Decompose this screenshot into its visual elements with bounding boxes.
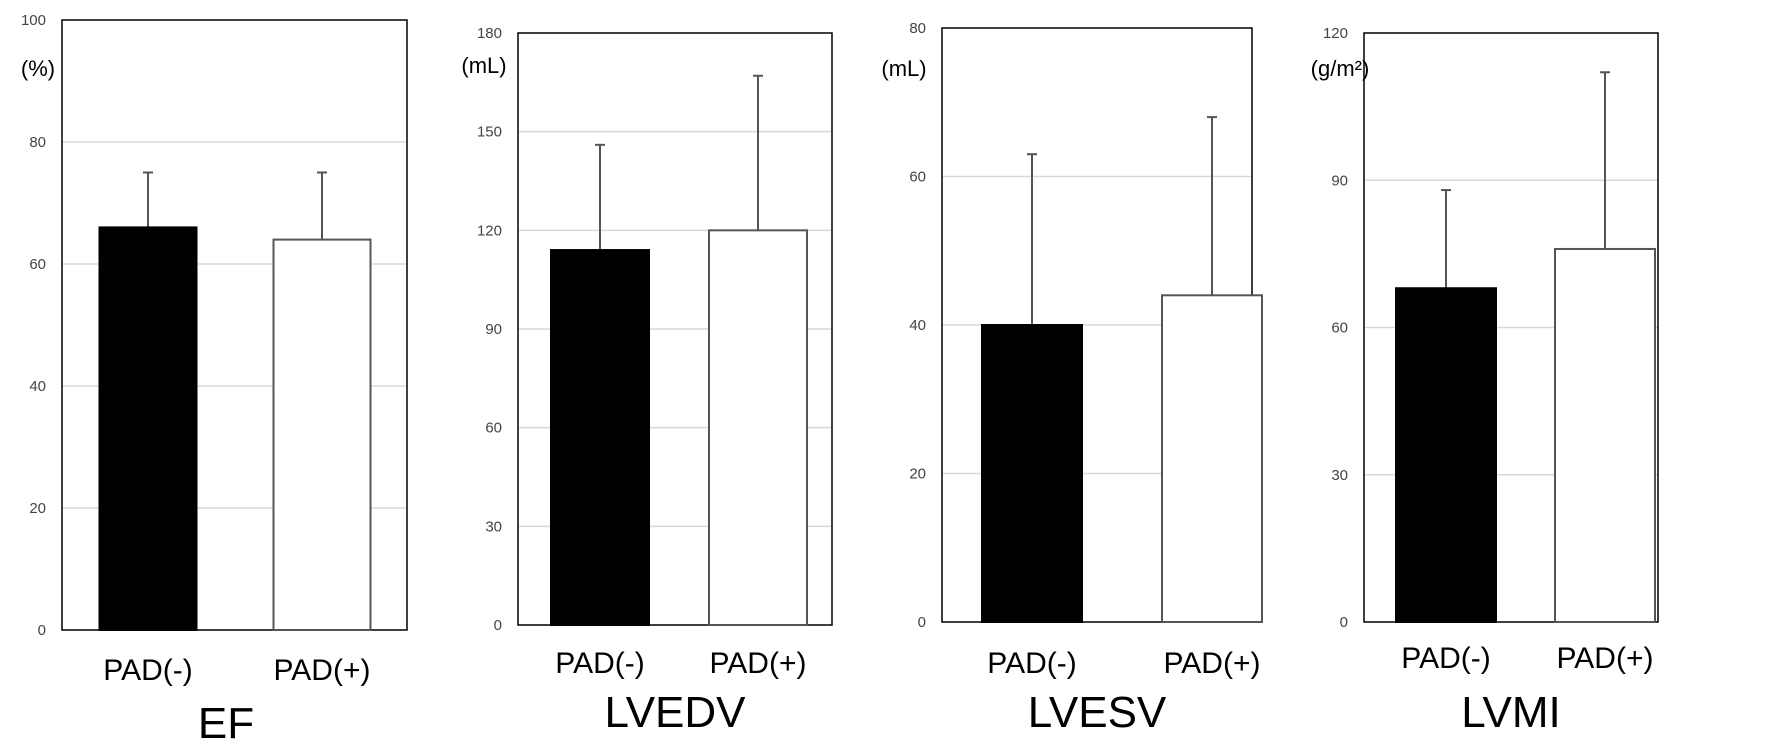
chart-title: EF — [198, 699, 254, 748]
y-tick-label: 60 — [29, 256, 46, 273]
plot-area-frame — [61, 19, 408, 631]
y-tick-label: 60 — [1331, 320, 1348, 337]
y-axis-unit-label: (g/m²) — [1311, 56, 1370, 81]
x-category-label: PAD(-) — [555, 647, 644, 680]
chart-panel-lvmi: 0 30 60 90 120 PAD(-) PAD(+) (g/m²) LVMI — [1311, 25, 1659, 737]
bar-padplus — [272, 238, 372, 631]
y-tick-label: 100 — [21, 12, 46, 29]
chart-title: LVESV — [1028, 688, 1167, 737]
y-tick-label: 40 — [909, 317, 926, 334]
y-tick-label: 180 — [477, 25, 502, 42]
y-tick-label: 120 — [477, 222, 502, 239]
bar-padplus — [708, 229, 808, 626]
plot-area-frame — [1363, 32, 1659, 623]
y-tick-label: 20 — [29, 500, 46, 517]
y-axis-unit-label: (mL) — [461, 53, 506, 78]
y-tick-label: 20 — [909, 466, 926, 483]
x-category-label: PAD(-) — [1401, 642, 1490, 675]
y-tick-label: 30 — [485, 518, 502, 535]
y-tick-label: 30 — [1331, 467, 1348, 484]
chart-panel-lvedv: 0 30 60 90 120 150 180 PAD(-) PAD(+) (mL) LVEDV — [461, 25, 833, 737]
bar-padminus — [981, 324, 1083, 623]
x-category-label: PAD(+) — [710, 647, 807, 680]
bar-padplus — [1161, 294, 1263, 623]
y-tick-label: 90 — [1331, 172, 1348, 189]
y-tick-label: 0 — [1340, 614, 1348, 631]
bar-padminus — [550, 249, 650, 626]
bar-padplus — [1554, 247, 1656, 623]
x-category-label: PAD(-) — [103, 654, 192, 687]
y-tick-label: 0 — [494, 617, 502, 634]
y-tick-label: 0 — [38, 622, 46, 639]
bar-padminus — [98, 226, 198, 631]
x-category-label: PAD(+) — [1557, 642, 1654, 675]
y-tick-label: 40 — [29, 378, 46, 395]
y-tick-label: 80 — [909, 20, 926, 37]
y-tick-label: 60 — [485, 420, 502, 437]
y-axis-unit-label: (mL) — [881, 56, 926, 81]
plot-area-frame — [517, 32, 833, 626]
y-tick-label: 150 — [477, 124, 502, 141]
y-axis-unit-label: (%) — [21, 56, 55, 81]
y-tick-label: 60 — [909, 169, 926, 186]
x-category-label: PAD(-) — [987, 647, 1076, 680]
chart-panel-lvesv: 0 20 40 60 80 PAD(-) PAD(+) (mL) LVESV — [881, 20, 1263, 737]
y-tick-label: 80 — [29, 134, 46, 151]
x-category-label: PAD(+) — [274, 654, 371, 687]
chart-title: LVEDV — [604, 688, 746, 737]
y-tick-label: 0 — [918, 614, 926, 631]
chart-panel-ef: 0 20 40 60 80 100 PAD(-) PAD(+) (%) EF — [21, 12, 408, 748]
x-category-label: PAD(+) — [1164, 647, 1261, 680]
y-tick-label: 120 — [1323, 25, 1348, 42]
y-tick-label: 90 — [485, 321, 502, 338]
chart-title: LVMI — [1461, 688, 1560, 737]
bar-padminus — [1395, 287, 1497, 623]
